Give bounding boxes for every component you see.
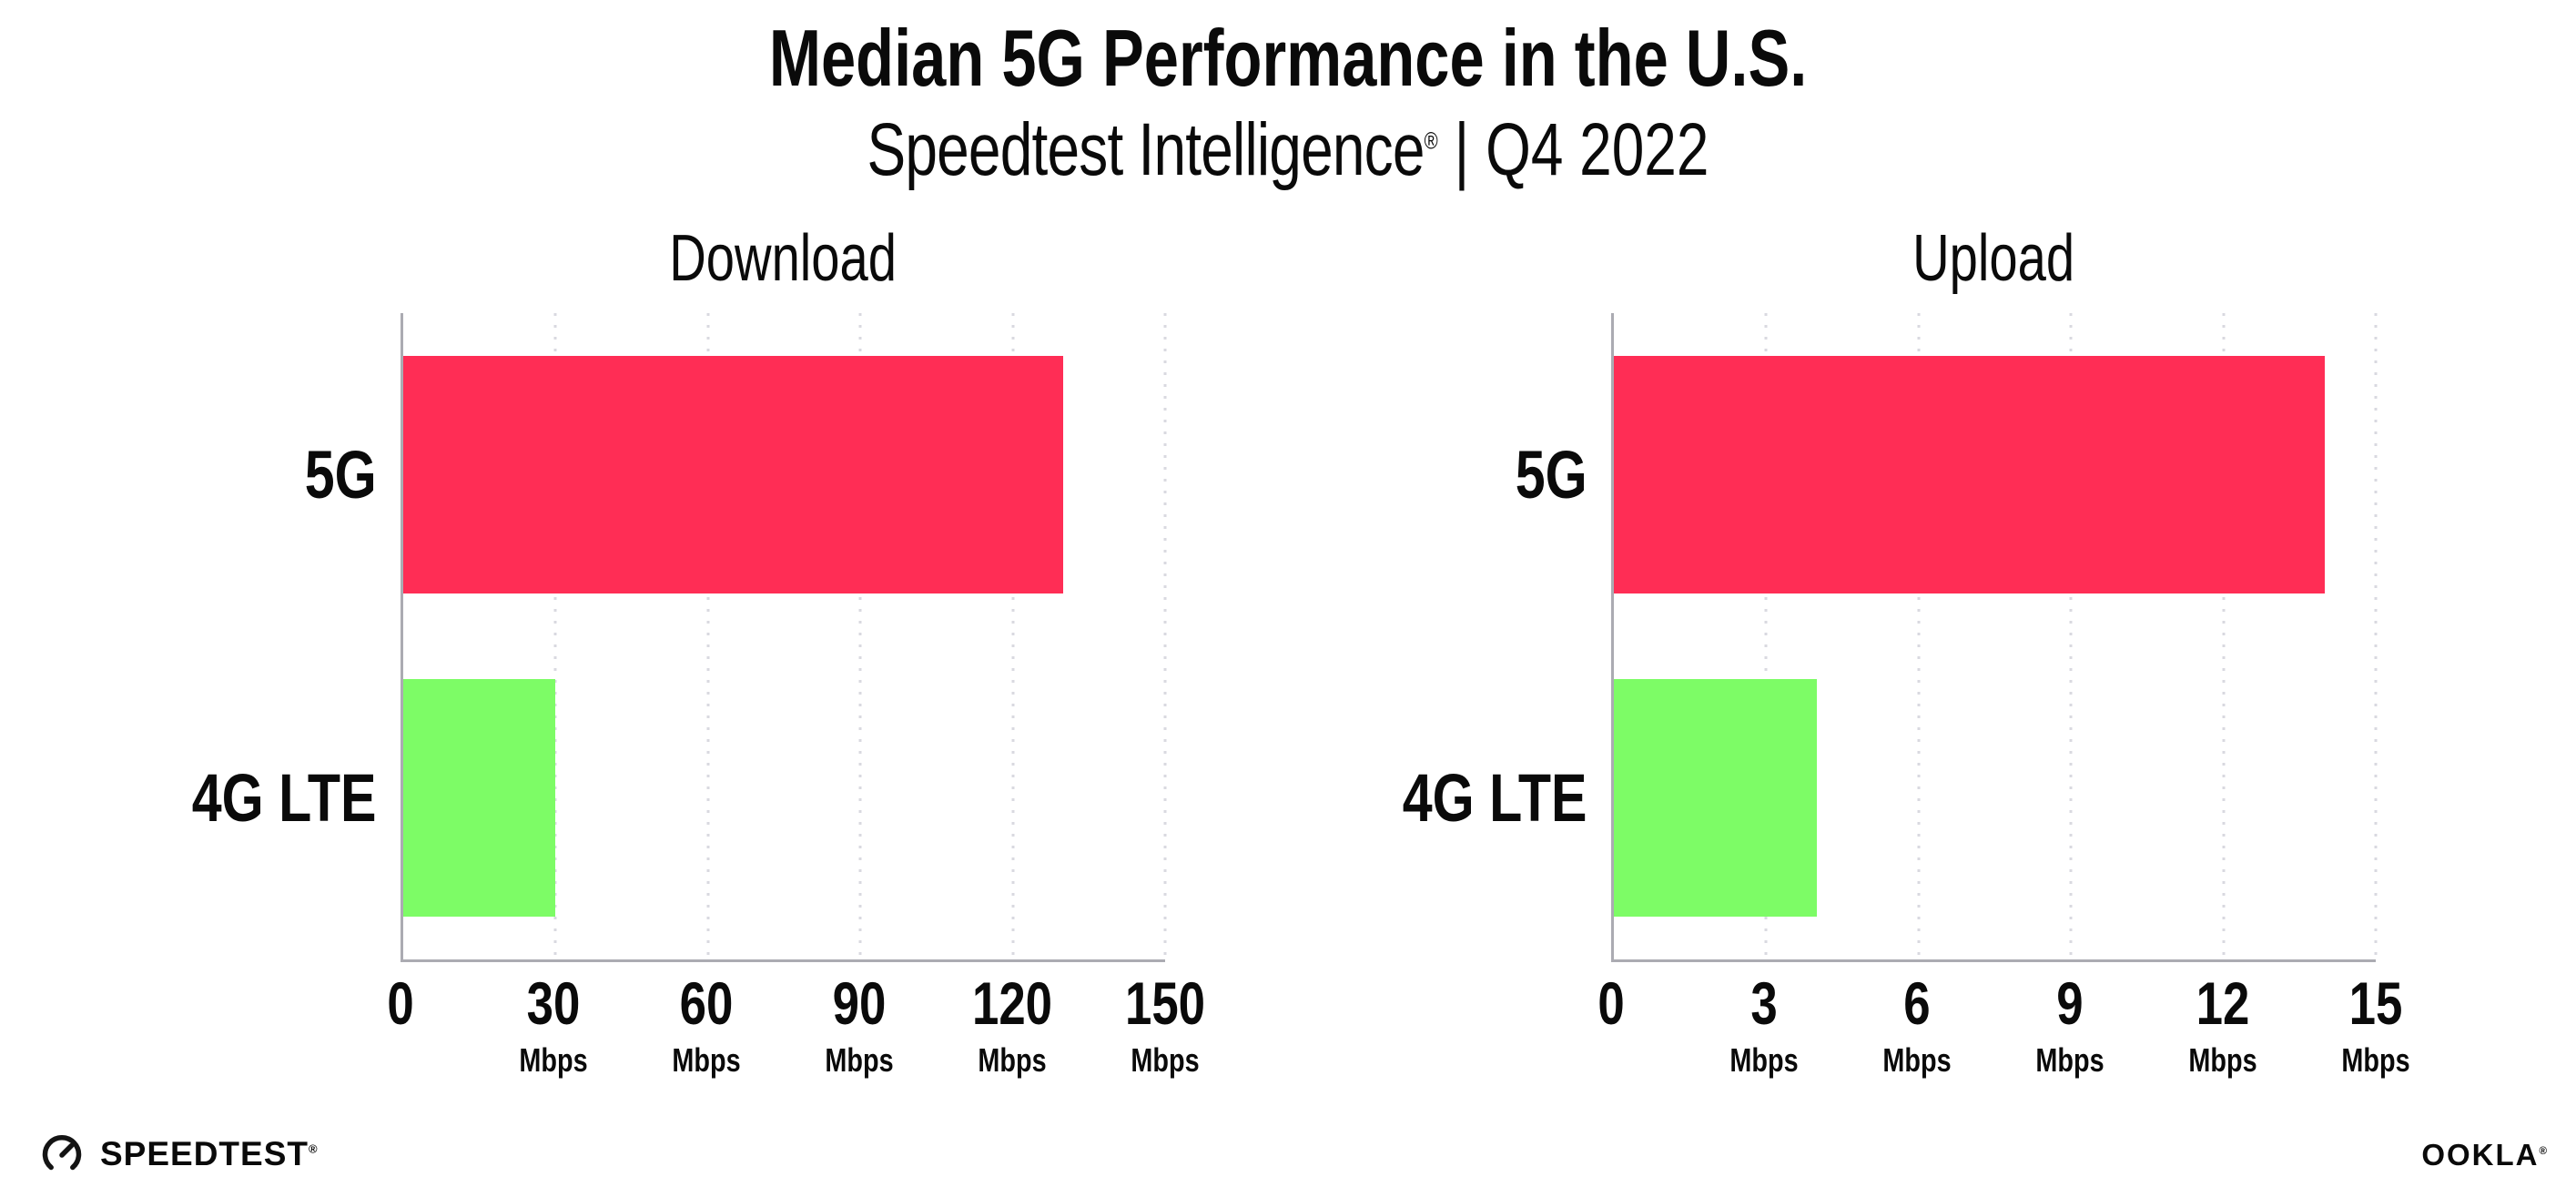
gridline: [858, 313, 862, 959]
gridline: [553, 313, 557, 959]
chart-title-download: Download: [669, 222, 897, 295]
y-axis-labels: 5G 4G LTE: [182, 313, 401, 959]
plot-row: 5G 4G LTE: [182, 313, 1167, 962]
page-title: Median 5G Performance in the U.S.: [768, 13, 1808, 103]
gridline: [2069, 313, 2073, 959]
y-axis-labels: 5G 4G LTE: [1393, 313, 1611, 959]
bar-5g: [1614, 355, 2326, 594]
download-chart: Download 5G 4G LTE 0 30 Mbps 60 Mbps 90 Mbps 120…: [182, 222, 1205, 1110]
x-tick-6: 6 Mbps: [1882, 973, 1951, 1077]
x-tick-unit: Mbps: [825, 1041, 894, 1079]
x-tick-3: 3 Mbps: [1729, 973, 1798, 1077]
category-label-5g: 5G: [1516, 436, 1587, 512]
chart-title-upload: Upload: [1912, 222, 2074, 295]
x-tick-unit: Mbps: [2035, 1041, 2104, 1079]
registered-trademark-mark: ®: [1424, 127, 1438, 155]
charts-container: Download 5G 4G LTE 0 30 Mbps 60 Mbps 90 Mbps 120…: [182, 222, 2409, 1110]
subtitle-brand: Speedtest Intelligence: [867, 108, 1425, 191]
registered-trademark-mark: ®: [309, 1141, 319, 1156]
x-tick-60: 60 Mbps: [672, 973, 740, 1077]
x-tick-150: 150 Mbps: [1125, 973, 1205, 1077]
x-tick-9: 9 Mbps: [2035, 973, 2104, 1077]
x-tick-unit: Mbps: [2188, 1041, 2257, 1079]
ookla-wordmark: OOKLA®: [2421, 1138, 2549, 1172]
x-tick-unit: Mbps: [1882, 1041, 1952, 1079]
x-tick-12: 12 Mbps: [2188, 973, 2257, 1077]
plot-area: [401, 313, 1167, 962]
x-tick-value: 9: [2056, 969, 2084, 1037]
speedtest-wordmark: SPEEDTEST®: [100, 1134, 319, 1172]
bar-4g-lte: [403, 678, 556, 918]
x-tick-0: 0: [1597, 973, 1624, 1033]
x-tick-unit: Mbps: [672, 1041, 741, 1079]
x-tick-30: 30 Mbps: [519, 973, 587, 1077]
x-tick-unit: Mbps: [1729, 1041, 1799, 1079]
category-label-5g: 5G: [305, 436, 377, 512]
category-label-4g-lte: 4G LTE: [192, 759, 377, 836]
x-tick-value: 90: [832, 969, 887, 1037]
speedtest-logo: SPEEDTEST®: [40, 1131, 319, 1175]
x-tick-value: 30: [526, 969, 581, 1037]
x-tick-0: 0: [387, 973, 413, 1033]
bar-4g-lte: [1614, 678, 1818, 918]
x-tick-120: 120 Mbps: [972, 973, 1052, 1077]
registered-trademark-mark: ®: [2539, 1146, 2549, 1157]
x-tick-unit: Mbps: [2341, 1041, 2410, 1079]
upload-chart: Upload 5G 4G LTE 0 3 Mbps 6 Mbps 9 Mbps 12 Mbps 15…: [1393, 222, 2409, 1110]
x-axis: 0 3 Mbps 6 Mbps 9 Mbps 12 Mbps 15 Mbps: [1597, 973, 2409, 1110]
category-label-4g-lte: 4G LTE: [1403, 759, 1587, 836]
header: Median 5G Performance in the U.S. Speedt…: [0, 0, 2576, 188]
x-tick-value: 120: [971, 969, 1053, 1037]
bar-5g: [403, 355, 1064, 594]
plot-row: 5G 4G LTE: [1393, 313, 2378, 962]
gridline: [1764, 313, 1768, 959]
x-tick-value: 6: [1903, 969, 1931, 1037]
x-tick-value: 150: [1124, 969, 1206, 1037]
ookla-logo: OOKLA®: [2421, 1140, 2549, 1170]
x-tick-unit: Mbps: [978, 1041, 1047, 1079]
x-axis: 0 30 Mbps 60 Mbps 90 Mbps 120 Mbps 150 Mbps: [387, 973, 1205, 1110]
x-tick-value: 60: [679, 969, 734, 1037]
subtitle-period: | Q4 2022: [1454, 108, 1709, 191]
x-tick-value: 0: [1597, 969, 1625, 1037]
x-tick-value: 12: [2196, 969, 2250, 1037]
x-tick-15: 15 Mbps: [2341, 973, 2409, 1077]
x-tick-value: 0: [387, 969, 414, 1037]
gridline: [1163, 313, 1167, 959]
gridline: [1917, 313, 1921, 959]
gridline: [1011, 313, 1015, 959]
gridline: [706, 313, 710, 959]
x-tick-value: 15: [2348, 969, 2403, 1037]
x-tick-unit: Mbps: [1131, 1041, 1200, 1079]
x-tick-unit: Mbps: [519, 1041, 588, 1079]
x-tick-value: 3: [1750, 969, 1778, 1037]
x-tick-90: 90 Mbps: [825, 973, 893, 1077]
page-subtitle: Speedtest Intelligence® | Q4 2022: [0, 113, 2576, 188]
gridline: [2374, 313, 2378, 959]
plot-area: [1611, 313, 2378, 962]
speedtest-gauge-icon: [42, 1135, 82, 1171]
gridline: [2222, 313, 2226, 959]
